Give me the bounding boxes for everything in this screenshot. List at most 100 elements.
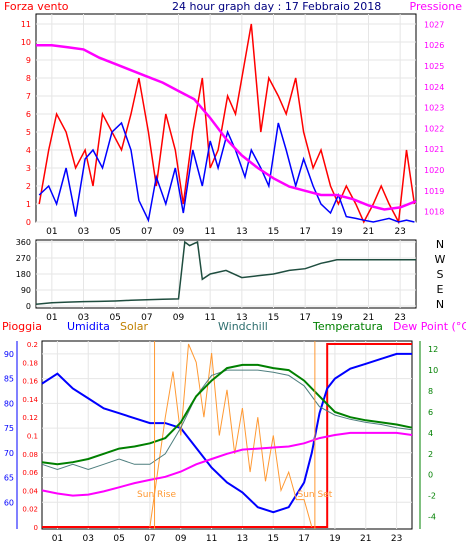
y-tick-label: 12 bbox=[428, 345, 438, 354]
x-tick-label: 03 bbox=[78, 313, 89, 323]
y-tick-label: 1021 bbox=[424, 145, 444, 154]
y-tick-label: 70 bbox=[4, 449, 14, 458]
y-tick-label: 1027 bbox=[424, 20, 444, 29]
y-tick-label: 270 bbox=[16, 254, 31, 263]
series-line-0 bbox=[35, 240, 416, 305]
y-tick-label: 1022 bbox=[424, 124, 444, 133]
compass-label: N bbox=[436, 298, 444, 311]
y-axis-left-ticks: 0 1 2 3 4 5 6 7 8 9 10 11 bbox=[21, 20, 31, 227]
y-tick-label: -4 bbox=[428, 513, 436, 522]
y-axis-temperature-ticks: -4 -2 0 2 4 6 8 10 12 bbox=[419, 341, 438, 529]
x-tick-label: 09 bbox=[173, 313, 185, 323]
y-tick-label: 6 bbox=[428, 408, 433, 417]
x-tick-label: 05 bbox=[109, 227, 120, 237]
y-tick-label: 85 bbox=[4, 375, 14, 384]
y-tick-label: 0.02 bbox=[22, 506, 38, 514]
y-tick-label: 2 bbox=[428, 450, 433, 459]
series-line-2 bbox=[36, 43, 417, 211]
y-tick-label: 4 bbox=[26, 146, 31, 155]
x-tick-label: 19 bbox=[329, 534, 341, 544]
compass-label: S bbox=[437, 268, 444, 281]
legend-label: Temperatura bbox=[312, 320, 383, 333]
y-tick-label: 11 bbox=[21, 20, 31, 29]
y-tick-label: 0 bbox=[26, 302, 31, 311]
x-tick-label: 11 bbox=[204, 313, 215, 323]
y-tick-label: 80 bbox=[4, 399, 14, 408]
y-tick-label: 1023 bbox=[424, 104, 444, 113]
x-tick-label: 09 bbox=[173, 227, 185, 237]
y-tick-label: 0.14 bbox=[22, 396, 38, 404]
x-tick-label: 07 bbox=[141, 313, 152, 323]
wind-pressure-chart: Forza vento 24 hour graph day : 17 Febbr… bbox=[4, 0, 462, 237]
series-lines bbox=[35, 240, 416, 305]
legend: Pioggia Umidita Solar Windchill Temperatura D… bbox=[2, 320, 466, 333]
series-line-0 bbox=[38, 23, 416, 225]
x-axis-ticks: 01 03 05 07 09 11 13 15 17 19 21 23 bbox=[52, 534, 403, 544]
y-tick-label: 3 bbox=[26, 164, 31, 173]
legend-label: Umidita bbox=[67, 320, 110, 333]
chart-title: 24 hour graph day : 17 Febbraio 2018 bbox=[172, 0, 381, 13]
x-tick-label: 19 bbox=[331, 313, 343, 323]
annotations: Sun Rise Sun Set bbox=[137, 341, 333, 529]
y-tick-label: 8 bbox=[26, 74, 31, 83]
y-tick-label: 2 bbox=[26, 182, 31, 191]
x-tick-label: 13 bbox=[237, 534, 248, 544]
y-axis-humidity-ticks: 60 65 70 75 80 85 90 bbox=[4, 341, 18, 529]
y-tick-label: 8 bbox=[428, 387, 433, 396]
y-tick-label: 0.06 bbox=[22, 469, 38, 477]
legend-label: Windchill bbox=[218, 320, 268, 333]
grid bbox=[36, 240, 416, 308]
y-tick-label: 360 bbox=[16, 238, 31, 247]
series-lines bbox=[41, 343, 413, 528]
x-axis-ticks: 01 03 05 07 09 11 13 15 17 19 21 23 bbox=[46, 313, 406, 323]
y-tick-label: 65 bbox=[4, 474, 14, 483]
legend-label: Pioggia bbox=[2, 320, 42, 333]
y-tick-label: 0.1 bbox=[27, 433, 38, 441]
x-tick-label: 15 bbox=[268, 534, 279, 544]
y-tick-label: 10 bbox=[21, 38, 31, 47]
compass-label: N bbox=[436, 238, 444, 251]
x-tick-label: 11 bbox=[206, 534, 217, 544]
y-tick-label: 90 bbox=[21, 286, 31, 295]
series-line-4 bbox=[41, 363, 413, 466]
y-axis-right-ticks: 1018 1019 1020 1021 1022 1023 1024 1025 1026 1027 bbox=[424, 20, 444, 216]
y-tick-label: 10 bbox=[428, 366, 438, 375]
x-tick-label: 17 bbox=[298, 534, 309, 544]
y-tick-label: 1018 bbox=[424, 208, 444, 217]
y-tick-label: 0 bbox=[34, 524, 38, 532]
temperature-chart: Pioggia Umidita Solar Windchill Temperatura D… bbox=[2, 320, 466, 544]
legend-label: Solar bbox=[120, 320, 149, 333]
y-tick-label: 4 bbox=[428, 429, 433, 438]
y-tick-label: 90 bbox=[4, 350, 14, 359]
compass-label: W bbox=[435, 253, 446, 266]
y-tick-label: 1020 bbox=[424, 166, 444, 175]
x-tick-label: 17 bbox=[299, 227, 310, 237]
x-tick-label: 23 bbox=[394, 227, 405, 237]
y-tick-label: 0.08 bbox=[22, 451, 38, 459]
y-tick-label: 0.2 bbox=[27, 341, 38, 349]
series-line-5 bbox=[41, 431, 413, 497]
y-tick-label: 0.04 bbox=[22, 487, 38, 495]
y-tick-label: 9 bbox=[26, 56, 31, 65]
x-tick-label: 15 bbox=[268, 227, 279, 237]
x-tick-label: 09 bbox=[175, 534, 187, 544]
y-tick-label: 1026 bbox=[424, 41, 444, 50]
x-tick-label: 23 bbox=[391, 534, 402, 544]
plot-frame bbox=[35, 13, 417, 223]
right-axis-label: Pressione bbox=[410, 0, 463, 13]
sun-rise-label: Sun Rise bbox=[137, 490, 176, 500]
x-tick-label: 13 bbox=[236, 227, 247, 237]
x-tick-label: 01 bbox=[52, 534, 63, 544]
x-tick-label: 13 bbox=[236, 313, 247, 323]
x-tick-label: 19 bbox=[331, 227, 343, 237]
x-tick-label: 21 bbox=[363, 227, 374, 237]
x-tick-label: 17 bbox=[299, 313, 310, 323]
y-tick-label: 1019 bbox=[424, 187, 444, 196]
x-tick-label: 07 bbox=[144, 534, 155, 544]
x-tick-label: 05 bbox=[109, 313, 120, 323]
series-line-2 bbox=[149, 343, 313, 528]
x-tick-label: 03 bbox=[78, 227, 89, 237]
